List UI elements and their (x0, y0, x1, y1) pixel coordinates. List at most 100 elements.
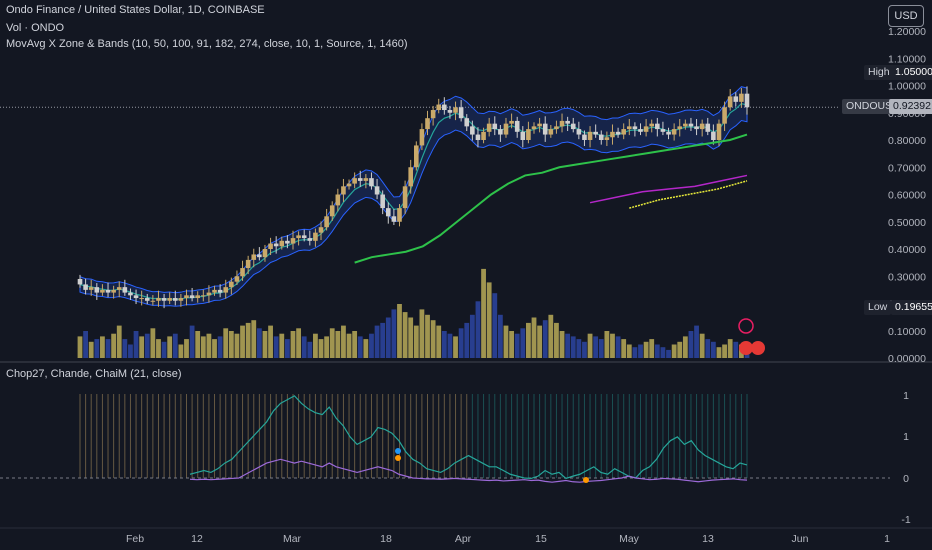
volume-bar (77, 336, 83, 358)
volume-bar (436, 325, 442, 358)
candle-body (341, 186, 346, 195)
candle-body (688, 123, 694, 127)
volume-bar (582, 341, 587, 358)
candle-body (587, 131, 593, 140)
candle-body (111, 289, 116, 293)
candle-body (503, 123, 509, 135)
volume-bar (385, 317, 391, 358)
candle-body (296, 235, 301, 239)
moving-average-yellow (629, 180, 748, 209)
candle-body (324, 216, 329, 228)
candle-body (537, 123, 542, 127)
indicator-legend[interactable]: MovAvg X Zone & Bands (10, 50, 100, 91, … (6, 38, 408, 50)
volume-bar (419, 309, 425, 358)
volume-bar (335, 331, 341, 358)
candle-body (542, 123, 548, 135)
volume-bar (240, 325, 245, 358)
volume-bar (604, 331, 610, 358)
volume-bar (626, 344, 632, 358)
candle-body (83, 284, 88, 290)
volume-bar (408, 317, 414, 358)
volume-bar (268, 325, 273, 358)
time-tick-label: 1 (884, 533, 890, 545)
candle-body (442, 104, 447, 111)
volume-bar (296, 328, 301, 358)
candle-body (88, 287, 94, 290)
candle-body (279, 240, 285, 247)
low-value: 0.19655 (891, 300, 932, 315)
oscillator-legend[interactable]: Chop27, Chande, ChaiM (21, close) (6, 368, 182, 380)
price-tick-label: 0.80000 (888, 135, 926, 147)
candle-body (301, 235, 307, 239)
candle-body (430, 110, 436, 119)
time-tick-label: Apr (455, 533, 472, 545)
candle-body (671, 129, 677, 135)
candle-body (744, 93, 750, 108)
candle-body (122, 287, 128, 293)
candle-body (223, 287, 229, 293)
candle-body (604, 137, 610, 140)
volume-bar (223, 328, 229, 358)
candle-body (234, 276, 240, 282)
candle-body (100, 289, 105, 293)
volume-bar (638, 344, 643, 358)
candle-body (290, 238, 296, 244)
volume-bar (184, 339, 189, 358)
volume-bar (318, 339, 324, 358)
volume-bar (615, 336, 621, 358)
candle-body (514, 120, 520, 132)
candle-body (156, 298, 161, 301)
volume-bar (671, 344, 677, 358)
volume-bar (425, 314, 430, 358)
volume-bar (301, 336, 307, 358)
volume-legend[interactable]: Vol · ONDO (6, 22, 65, 34)
price-tick-label: 1.20000 (888, 26, 926, 38)
signal-dot (395, 448, 401, 454)
volume-bar (559, 331, 565, 358)
volume-bar (447, 333, 453, 358)
candle-body (313, 232, 318, 241)
volume-bar (537, 325, 543, 358)
currency-button[interactable]: USD (888, 5, 924, 27)
candle-body (195, 295, 201, 299)
candle-body (391, 216, 397, 222)
volume-bar (94, 339, 100, 358)
volume-bar (520, 328, 526, 358)
volume-bar (402, 312, 408, 358)
volume-bar (413, 325, 419, 358)
candle-body (346, 183, 352, 187)
candle-body (638, 129, 643, 132)
candle-body (139, 298, 144, 300)
volume-bar (666, 349, 671, 358)
volume-bar (632, 347, 638, 358)
candle-body (369, 178, 374, 187)
volume-bar (492, 293, 498, 358)
volume-bar (570, 336, 576, 358)
chande-series-line (189, 458, 748, 483)
volume-bar (688, 331, 694, 358)
volume-bar (307, 341, 313, 358)
volume-bar (329, 328, 335, 358)
symbol-title[interactable]: Ondo Finance / United States Dollar, 1D,… (6, 4, 265, 16)
candle-body (128, 292, 133, 296)
volume-bar (88, 341, 94, 358)
candle-body (397, 208, 402, 222)
volume-bar (217, 336, 223, 358)
volume-bar (363, 339, 369, 358)
volume-bar (111, 333, 117, 358)
candle-body (655, 123, 660, 130)
osc-tick-label: -1 (901, 514, 910, 526)
volume-bar (587, 333, 593, 358)
volume-bar (649, 339, 655, 358)
candle-body (408, 167, 413, 187)
candle-body (363, 178, 369, 181)
volume-bar (290, 331, 296, 358)
volume-bar (139, 336, 145, 358)
volume-bar (727, 339, 733, 358)
volume-bar (565, 333, 571, 358)
volume-bar (212, 339, 217, 358)
volume-bar (705, 339, 711, 358)
volume-bar (144, 333, 150, 358)
candle-body (733, 96, 739, 102)
